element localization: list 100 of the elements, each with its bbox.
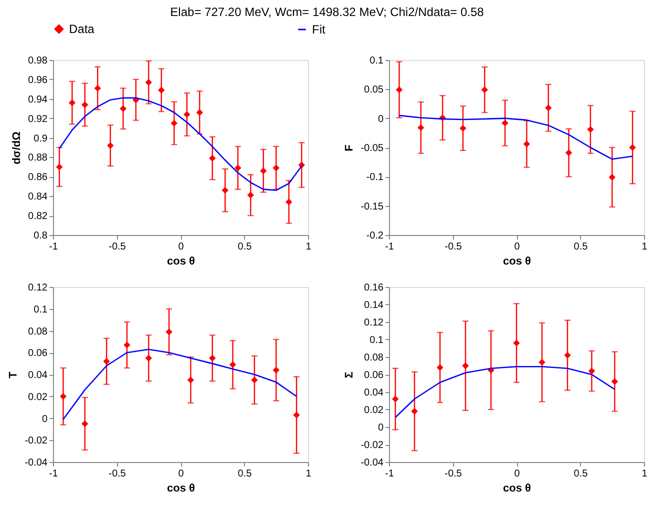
x-tick-label: 0.5 [574, 468, 588, 480]
x-axis-title: cos θ [167, 482, 196, 494]
point [94, 84, 101, 92]
point [286, 198, 292, 206]
y-tick-label: 0.88 [28, 152, 48, 164]
line-series [394, 366, 616, 418]
y-tick-label: 0.12 [364, 318, 384, 328]
line-series [62, 348, 298, 420]
point [166, 328, 172, 336]
y-tick-label: -0.1 [366, 172, 384, 184]
point [145, 354, 152, 362]
y-tick-label: -0.02 [360, 440, 384, 451]
y-tick-label: 0.08 [364, 352, 384, 364]
y-axis-title: T [8, 371, 20, 378]
y-tick-label: 0.1 [370, 335, 384, 346]
point [209, 154, 216, 162]
y-axis-title: Σ [344, 371, 356, 378]
point [56, 164, 63, 170]
point [611, 378, 618, 385]
point [107, 142, 114, 149]
point [68, 99, 76, 106]
x-tick-label: 0.5 [574, 242, 588, 252]
y-axis-title: F [344, 144, 356, 152]
x-tick-label: -0.5 [108, 242, 126, 252]
y-tick-label: 0.04 [364, 388, 384, 398]
y-tick-label: 0.96 [28, 74, 48, 86]
y-tick-label: -0.05 [360, 143, 384, 154]
point [260, 167, 267, 174]
point [234, 164, 242, 172]
x-tick-label: 1 [642, 468, 648, 480]
point [587, 126, 594, 133]
x-tick-label: 0 [178, 468, 184, 480]
point [272, 366, 280, 374]
y-tick-label: 0.08 [28, 326, 48, 338]
y-tick-label: 0 [378, 114, 384, 125]
y-tick-label: 0.94 [28, 94, 48, 106]
point [120, 105, 126, 112]
x-tick-label: 1 [306, 468, 312, 480]
point [460, 124, 466, 132]
y-tick-label: 0.1 [370, 56, 384, 66]
y-tick-label: 0.14 [364, 300, 384, 311]
point [82, 101, 88, 108]
point [629, 144, 636, 151]
x-tick-label: -0.5 [108, 468, 126, 480]
x-axis-title: cos θ [167, 256, 196, 268]
x-tick-label: 0 [514, 468, 520, 480]
point [103, 358, 110, 365]
y-tick-label: 0.06 [364, 370, 384, 381]
point [513, 340, 520, 346]
x-tick-label: 0 [514, 242, 520, 252]
x-axis-title: cos θ [503, 256, 532, 268]
y-tick-label: -0.02 [24, 436, 48, 447]
legend-label: Data [69, 22, 95, 36]
point [565, 149, 572, 156]
point [145, 79, 152, 86]
y-tick-label: -0.15 [360, 201, 384, 212]
y-tick-label: 0 [378, 422, 384, 434]
y-tick-label: 0.05 [364, 84, 384, 96]
y-tick-label: -0.04 [24, 458, 48, 468]
point [502, 120, 508, 126]
x-tick-label: 0 [178, 242, 184, 252]
chart-title: Elab= 727.20 MeV, Wcm= 1498.32 MeV; Chi2/Ndata= 0.58 [170, 5, 484, 19]
y-tick-label: 0.1 [34, 304, 48, 316]
y-tick-label: -0.04 [360, 458, 384, 468]
y-tick-label: 0.98 [28, 56, 48, 66]
point [272, 164, 280, 172]
point [209, 354, 216, 362]
point [411, 408, 418, 415]
y-tick-label: 0.02 [28, 392, 48, 403]
y-tick-label: 0.12 [28, 282, 48, 294]
point [170, 120, 178, 127]
point [158, 86, 165, 94]
point [418, 124, 424, 132]
point [564, 352, 571, 359]
point [481, 86, 488, 94]
point [229, 361, 236, 368]
x-tick-label: 0.5 [238, 242, 252, 252]
point [538, 358, 546, 366]
point [196, 109, 203, 116]
y-tick-label: 0.04 [28, 370, 48, 381]
x-tick-label: -0.5 [444, 242, 462, 252]
point [60, 393, 67, 400]
point [545, 104, 552, 112]
x-tick-label: -0.5 [444, 468, 462, 480]
point [392, 396, 399, 402]
x-tick-label: 0.5 [238, 468, 252, 480]
legend-label: Fit [312, 22, 326, 36]
y-tick-label: 0.8 [34, 230, 48, 242]
y-tick-label: 0.9 [34, 133, 48, 144]
y-tick-label: 0 [42, 414, 48, 425]
y-tick-label: 0.06 [28, 348, 48, 360]
point [588, 368, 596, 374]
point [396, 86, 403, 94]
x-tick-label: -1 [49, 468, 58, 480]
point [222, 186, 228, 194]
x-tick-label: -1 [49, 242, 58, 252]
y-tick-label: 0.86 [28, 172, 48, 184]
x-tick-label: 1 [306, 242, 312, 252]
point [436, 364, 444, 371]
y-tick-label: 0.16 [364, 282, 384, 294]
